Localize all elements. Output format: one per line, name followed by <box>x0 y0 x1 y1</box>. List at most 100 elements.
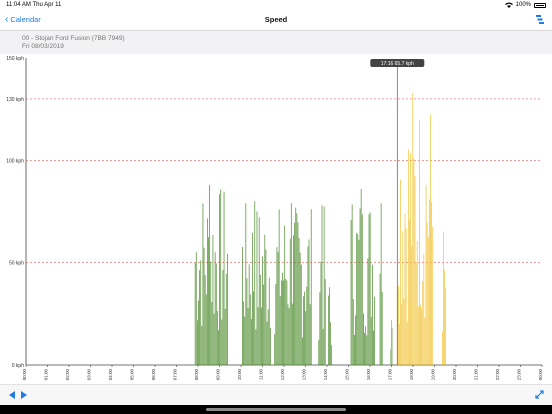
x-tick-label: 19:00 <box>431 369 436 381</box>
speed-bar <box>255 329 257 365</box>
speed-bar <box>205 294 207 365</box>
speed-chart[interactable]: 0 kph 50 kph 100 kph 130 kph 150 kph 00:00 01:… <box>0 54 552 384</box>
page-title: Speed <box>264 15 288 24</box>
speed-bar <box>402 230 404 365</box>
previous-day-button[interactable] <box>9 391 15 399</box>
speed-bar <box>363 313 364 365</box>
speed-bar <box>210 261 212 365</box>
speed-bar <box>415 262 417 365</box>
speed-bar <box>322 328 324 365</box>
speed-bar <box>284 225 286 365</box>
speed-bar <box>275 284 277 365</box>
speed-bar <box>300 264 302 365</box>
x-tick-label: 15:00 <box>345 369 350 381</box>
speed-bar <box>426 222 428 365</box>
speed-bar <box>265 249 267 365</box>
back-label: Calendar <box>10 15 41 24</box>
vehicle-name: 00 - Stojan Ford Fusion (7BB 7949) <box>22 35 125 42</box>
speed-bar <box>443 231 444 365</box>
speed-bar <box>196 320 198 365</box>
speed-bar <box>253 291 255 365</box>
home-strip <box>0 405 552 414</box>
x-tick-label: 21:00 <box>474 369 479 381</box>
speed-bar <box>209 184 210 365</box>
back-button[interactable]: ‹ Calendar <box>5 13 41 25</box>
speed-bar <box>256 211 258 365</box>
speed-bar <box>287 304 289 365</box>
speed-bar <box>364 333 365 365</box>
speed-bar <box>391 319 392 365</box>
speed-bar <box>369 212 371 365</box>
speed-bar <box>199 270 200 365</box>
speed-bar <box>329 287 330 365</box>
speed-bar <box>307 246 309 365</box>
expand-icon[interactable] <box>535 390 544 399</box>
speed-bar <box>224 309 226 365</box>
speed-bar <box>279 296 281 365</box>
speed-bar <box>367 258 369 365</box>
speed-bar <box>360 188 362 365</box>
cursor-label: 17:16 65.7 kph <box>381 61 414 67</box>
x-tick-label: 05:00 <box>130 369 135 381</box>
speed-bar <box>285 278 287 365</box>
x-tick-label: 01:00 <box>44 369 49 381</box>
cursor-label-bg <box>370 59 425 67</box>
speed-bar <box>242 246 243 365</box>
y-tick-label: 100 kph <box>6 158 24 164</box>
speed-bar <box>442 331 443 365</box>
speed-bar <box>277 251 279 365</box>
menu-icon[interactable] <box>536 15 544 25</box>
speed-bar <box>262 256 263 365</box>
speed-bar <box>357 234 359 365</box>
speed-bar <box>328 295 329 365</box>
speed-bar <box>286 280 288 365</box>
speed-bar <box>252 232 253 365</box>
speed-bar <box>410 153 411 365</box>
speed-bar <box>198 300 199 365</box>
x-tick-label: 23:00 <box>517 369 522 381</box>
speed-bar <box>432 226 434 365</box>
speed-bar <box>246 278 248 365</box>
status-right: 100% <box>504 2 546 8</box>
speed-bar <box>294 222 296 365</box>
speed-bar <box>321 205 323 365</box>
x-tick-label: 17:00 <box>388 369 393 381</box>
speed-bar <box>201 325 203 365</box>
speed-bar <box>269 327 271 365</box>
speed-bar <box>445 288 447 365</box>
speed-bar <box>359 208 361 365</box>
speed-bar <box>422 281 424 365</box>
speed-bar <box>358 239 360 365</box>
speed-bar <box>331 345 333 365</box>
speed-bar <box>379 273 381 365</box>
speed-bar <box>356 232 358 365</box>
speed-bar <box>305 311 307 365</box>
speed-bar <box>295 207 297 365</box>
chevron-left-icon: ‹ <box>5 13 9 25</box>
battery-percent: 100% <box>515 2 531 8</box>
speed-bar <box>266 321 268 365</box>
speed-bar <box>293 235 294 365</box>
home-indicator[interactable] <box>206 408 346 411</box>
x-tick-label: 20:00 <box>452 369 457 381</box>
speed-bar <box>203 247 205 365</box>
speed-bar <box>211 301 213 365</box>
x-tick-label: 14:00 <box>323 369 328 381</box>
speed-bar <box>264 234 266 365</box>
speed-bar <box>413 158 415 365</box>
speed-bar <box>401 304 403 365</box>
speed-bar <box>276 247 278 365</box>
speed-bar <box>301 337 303 365</box>
speed-bar <box>368 214 370 365</box>
speed-bar <box>280 280 282 365</box>
speed-bar <box>373 330 374 365</box>
status-time: 11:04 AM Thu Apr 11 <box>6 2 62 8</box>
speed-bar <box>361 214 363 365</box>
speed-bar <box>194 262 196 365</box>
x-tick-label: 06:00 <box>151 369 156 381</box>
speed-bar <box>414 176 416 365</box>
speed-bar <box>324 279 326 365</box>
speed-chart-svg[interactable]: 0 kph 50 kph 100 kph 130 kph 150 kph 00:00 01:… <box>0 54 552 384</box>
speed-bar <box>247 308 249 365</box>
next-day-button[interactable] <box>21 391 27 399</box>
